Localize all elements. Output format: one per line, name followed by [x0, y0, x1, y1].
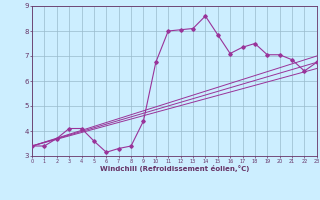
- X-axis label: Windchill (Refroidissement éolien,°C): Windchill (Refroidissement éolien,°C): [100, 165, 249, 172]
